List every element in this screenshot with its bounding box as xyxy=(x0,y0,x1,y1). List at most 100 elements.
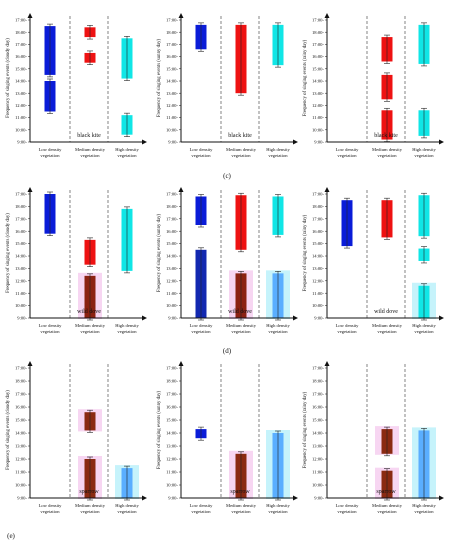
y-tick-label: 11:00- xyxy=(312,291,324,296)
y-tick-label: 10:00- xyxy=(312,483,324,488)
category-label: High density xyxy=(115,147,139,152)
y-tick-label: 11:00- xyxy=(166,470,178,475)
category-label: vegetation xyxy=(40,509,60,514)
y-tick-label: 10:00- xyxy=(166,483,178,488)
y-tick-label: 17:00- xyxy=(15,192,27,197)
y-axis-arrow xyxy=(27,361,33,366)
y-tick-label: 17:00- xyxy=(312,18,324,23)
category-label: Medium density xyxy=(75,323,106,328)
chart-panel: 9:00- 10:00- 11:00- 12:00- 13:00- 14:00- 15:00… xyxy=(6,13,147,158)
y-tick-label: 12:00- xyxy=(15,457,27,462)
y-tick-label: 9:00- xyxy=(17,496,27,501)
species-label: sparrow xyxy=(79,489,99,495)
y-tick-label: 13:00- xyxy=(15,444,27,449)
y-axis-label: Frequency of singing events (sunny day) xyxy=(157,213,162,292)
y-tick-label: 16:00- xyxy=(15,54,27,59)
y-tick-label: 11:00- xyxy=(312,115,324,120)
y-tick-label: 13:00- xyxy=(166,266,178,271)
chart-panel: 9:00- 10:00- 11:00- 12:00- 13:00- 14:00- 15:00… xyxy=(303,13,444,158)
y-tick-label: 13:00- xyxy=(312,91,324,96)
y-tick-label: 16:00- xyxy=(166,54,178,59)
x-axis-arrow xyxy=(142,139,147,145)
y-tick-label: 17:00- xyxy=(166,392,178,397)
y-tick-label: 16:00- xyxy=(312,229,324,234)
y-tick-label: 17:00- xyxy=(166,216,178,221)
category-label: High density xyxy=(115,323,139,328)
y-tick-label: 18:00- xyxy=(312,204,324,209)
species-label: sparrow xyxy=(376,489,396,495)
x-axis-arrow xyxy=(293,495,298,501)
y-tick-label: 11:00- xyxy=(312,470,324,475)
y-tick-label: 17:00- xyxy=(312,216,324,221)
y-tick-label: 9:00- xyxy=(168,140,178,145)
category-label: vegetation xyxy=(414,509,434,514)
y-tick-label: 12:00- xyxy=(166,457,178,462)
y-tick-label: 15:00- xyxy=(312,418,324,423)
y-tick-label: 14:00- xyxy=(166,79,178,84)
y-axis-label: Frequency of singing events (rainy day) xyxy=(303,214,308,291)
y-axis-label: Frequency of singing events (rainy day) xyxy=(303,39,308,116)
category-label: vegetation xyxy=(337,509,357,514)
y-tick-label: 10:00- xyxy=(166,303,178,308)
y-tick-label: 9:00- xyxy=(168,496,178,501)
species-label: wild dove xyxy=(374,309,398,315)
y-tick-label: 10:00- xyxy=(166,127,178,132)
category-label: vegetation xyxy=(117,153,137,158)
species-label: wild dove xyxy=(228,309,252,315)
y-axis-label: Frequency of singing events (rainy day) xyxy=(303,391,308,468)
y-tick-label: 17:00- xyxy=(166,42,178,47)
y-tick-label: 17:00- xyxy=(15,18,27,23)
chart-panel: 9:00- 10:00- 11:00- 12:00- 13:00- 14:00- 15:00… xyxy=(157,187,298,334)
y-tick-label: 9:00- xyxy=(314,316,324,321)
category-label: vegetation xyxy=(268,509,288,514)
y-axis-label: Frequency of singing events (sunny day) xyxy=(157,38,162,117)
y-tick-label: 13:00- xyxy=(312,266,324,271)
category-label: Medium density xyxy=(75,147,106,152)
category-label: Medium density xyxy=(226,147,257,152)
category-label: vegetation xyxy=(231,509,251,514)
y-tick-label: 12:00- xyxy=(166,103,178,108)
y-tick-label: 12:00- xyxy=(312,278,324,283)
category-label: vegetation xyxy=(268,329,288,334)
x-axis-arrow xyxy=(439,495,444,501)
category-label: vegetation xyxy=(337,329,357,334)
y-tick-label: 17:00- xyxy=(312,42,324,47)
y-tick-label: 15:00- xyxy=(15,66,27,71)
y-tick-label: 16:00- xyxy=(312,405,324,410)
category-label: Low density xyxy=(336,147,360,152)
y-tick-label: 9:00- xyxy=(17,316,27,321)
y-axis-arrow xyxy=(27,13,33,18)
y-tick-label: 16:00- xyxy=(166,229,178,234)
y-tick-label: 9:00- xyxy=(314,496,324,501)
y-tick-label: 17:00- xyxy=(15,392,27,397)
x-axis-arrow xyxy=(293,315,298,321)
y-tick-label: 18:00- xyxy=(312,30,324,35)
y-tick-label: 15:00- xyxy=(166,241,178,246)
y-tick-label: 18:00- xyxy=(166,379,178,384)
chart-panel: 9:00- 10:00- 11:00- 12:00- 13:00- 14:00- 15:00… xyxy=(157,361,298,514)
species-label: black kite xyxy=(77,133,101,139)
category-label: Medium density xyxy=(372,323,403,328)
chart-panel: 9:00- 10:00- 11:00- 12:00- 13:00- 14:00- 15:00… xyxy=(303,361,444,514)
y-tick-label: 18:00- xyxy=(312,379,324,384)
category-label: Low density xyxy=(39,503,63,508)
species-label: wild dove xyxy=(77,309,101,315)
y-tick-label: 9:00- xyxy=(314,140,324,145)
y-tick-label: 10:00- xyxy=(312,127,324,132)
y-axis-label: Frequency of singing events (cloudy day) xyxy=(6,213,11,293)
category-label: Medium density xyxy=(226,323,257,328)
y-tick-label: 11:00- xyxy=(15,115,27,120)
y-tick-label: 14:00- xyxy=(166,254,178,259)
y-axis-arrow xyxy=(178,187,184,192)
category-label: Low density xyxy=(336,503,360,508)
y-tick-label: 9:00- xyxy=(17,140,27,145)
chart-panel: 9:00- 10:00- 11:00- 12:00- 13:00- 14:00- 15:00… xyxy=(6,187,147,334)
category-label: vegetation xyxy=(40,329,60,334)
species-label: sparrow xyxy=(230,489,250,495)
category-label: vegetation xyxy=(80,153,100,158)
y-tick-label: 17:00- xyxy=(15,366,27,371)
y-tick-label: 17:00- xyxy=(312,192,324,197)
y-tick-label: 18:00- xyxy=(166,30,178,35)
y-axis-label: Frequency of singing events (cloudy day) xyxy=(6,390,11,470)
